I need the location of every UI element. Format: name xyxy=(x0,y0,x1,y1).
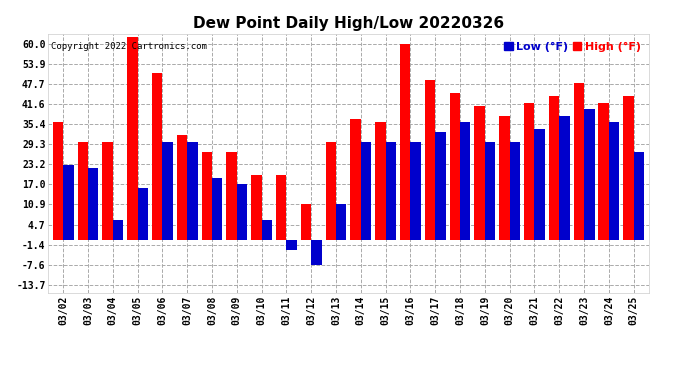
Bar xyxy=(633,152,644,240)
Bar xyxy=(336,204,346,240)
Bar xyxy=(573,83,584,240)
Bar xyxy=(375,122,386,240)
Bar xyxy=(77,142,88,240)
Title: Dew Point Daily High/Low 20220326: Dew Point Daily High/Low 20220326 xyxy=(193,16,504,31)
Bar xyxy=(127,37,137,240)
Bar xyxy=(102,142,112,240)
Bar xyxy=(584,109,595,240)
Bar xyxy=(162,142,172,240)
Bar xyxy=(63,165,74,240)
Bar xyxy=(450,93,460,240)
Bar xyxy=(262,220,272,240)
Bar xyxy=(411,142,421,240)
Bar xyxy=(598,102,609,240)
Bar xyxy=(177,135,187,240)
Bar xyxy=(301,204,311,240)
Bar xyxy=(201,152,212,240)
Text: Copyright 2022 Cartronics.com: Copyright 2022 Cartronics.com xyxy=(51,42,207,51)
Bar xyxy=(276,175,286,240)
Bar xyxy=(88,168,99,240)
Bar xyxy=(311,240,322,265)
Bar xyxy=(351,119,361,240)
Bar xyxy=(475,106,485,240)
Bar xyxy=(251,175,262,240)
Bar xyxy=(237,184,247,240)
Bar xyxy=(623,96,633,240)
Bar xyxy=(435,132,446,240)
Bar xyxy=(112,220,124,240)
Bar xyxy=(500,116,510,240)
Bar xyxy=(535,129,545,240)
Legend: Low (°F), High (°F): Low (°F), High (°F) xyxy=(502,39,643,54)
Bar xyxy=(386,142,396,240)
Bar xyxy=(286,240,297,250)
Bar xyxy=(137,188,148,240)
Bar xyxy=(524,102,535,240)
Bar xyxy=(510,142,520,240)
Bar xyxy=(609,122,620,240)
Bar xyxy=(460,122,471,240)
Bar xyxy=(400,44,411,240)
Bar xyxy=(152,73,162,240)
Bar xyxy=(549,96,560,240)
Bar xyxy=(560,116,570,240)
Bar xyxy=(52,122,63,240)
Bar xyxy=(187,142,197,240)
Bar xyxy=(361,142,371,240)
Bar xyxy=(226,152,237,240)
Bar xyxy=(212,178,222,240)
Bar xyxy=(326,142,336,240)
Bar xyxy=(485,142,495,240)
Bar xyxy=(425,80,435,240)
